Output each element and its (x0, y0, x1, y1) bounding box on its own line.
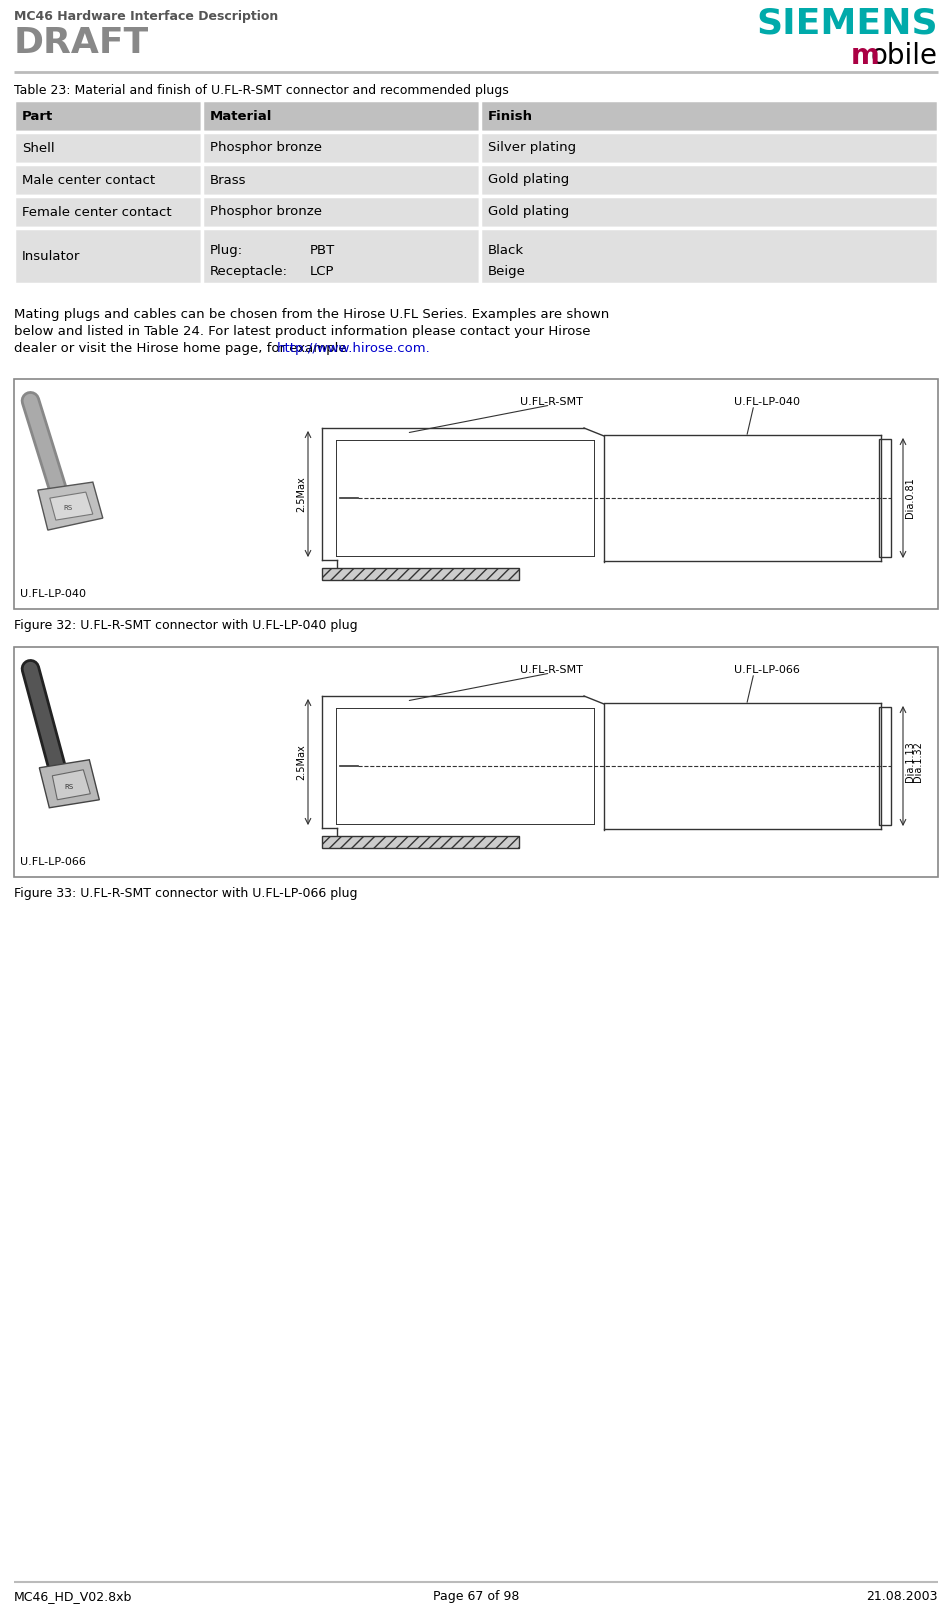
Text: Gold plating: Gold plating (488, 173, 569, 186)
Text: LCP: LCP (310, 265, 334, 278)
Text: PBT: PBT (310, 244, 335, 257)
Text: U.FL-LP-066: U.FL-LP-066 (734, 666, 800, 675)
Text: Figure 32: U.FL-R-SMT connector with U.FL-LP-040 plug: Figure 32: U.FL-R-SMT connector with U.F… (14, 619, 358, 632)
Bar (202, 228, 480, 284)
Text: Black: Black (488, 244, 525, 257)
Text: RS: RS (63, 506, 72, 511)
Polygon shape (52, 769, 90, 800)
Bar (202, 196, 480, 228)
Bar (202, 133, 480, 163)
Text: Brass: Brass (210, 173, 247, 186)
Text: Female center contact: Female center contact (22, 205, 171, 218)
Text: U.FL-R-SMT: U.FL-R-SMT (521, 398, 584, 407)
Text: Plug:: Plug: (210, 244, 243, 257)
Text: U.FL-LP-040: U.FL-LP-040 (20, 588, 86, 600)
Polygon shape (39, 760, 99, 808)
Text: DRAFT: DRAFT (14, 26, 149, 60)
Text: Dia.1.32: Dia.1.32 (913, 742, 923, 782)
Text: U.FL-LP-040: U.FL-LP-040 (734, 398, 800, 407)
Text: RS: RS (65, 784, 74, 790)
Text: Gold plating: Gold plating (488, 205, 569, 218)
Text: http://www.hirose.com.: http://www.hirose.com. (276, 343, 430, 356)
Text: 2.5Max: 2.5Max (296, 743, 306, 781)
Bar (14, 133, 202, 163)
Text: 21.08.2003: 21.08.2003 (866, 1590, 938, 1603)
Bar (480, 133, 938, 163)
Text: Finish: Finish (488, 110, 533, 123)
Bar (202, 163, 480, 196)
Text: Table 23: Material and finish of U.FL-R-SMT connector and recommended plugs: Table 23: Material and finish of U.FL-R-… (14, 84, 508, 97)
Text: Material: Material (210, 110, 272, 123)
Bar (480, 228, 938, 284)
Bar (14, 163, 202, 196)
Text: Insulator: Insulator (22, 249, 80, 262)
Bar (480, 100, 938, 133)
Bar (879, 440, 891, 558)
Bar (879, 708, 891, 826)
Text: dealer or visit the Hirose home page, for example: dealer or visit the Hirose home page, fo… (14, 343, 351, 356)
Bar (14, 196, 202, 228)
Text: Phosphor bronze: Phosphor bronze (210, 205, 322, 218)
Polygon shape (50, 493, 92, 520)
Text: MC46_HD_V02.8xb: MC46_HD_V02.8xb (14, 1590, 132, 1603)
Text: Page 67 of 98: Page 67 of 98 (433, 1590, 519, 1603)
Bar (480, 196, 938, 228)
Bar (14, 380, 938, 609)
Text: SIEMENS: SIEMENS (757, 6, 938, 40)
Text: Receptacle:: Receptacle: (210, 265, 288, 278)
Text: U.FL-R-SMT: U.FL-R-SMT (521, 666, 584, 675)
Text: Silver plating: Silver plating (488, 142, 576, 155)
Text: Mating plugs and cables can be chosen from the Hirose U.FL Series. Examples are : Mating plugs and cables can be chosen fr… (14, 309, 609, 322)
Text: MC46 Hardware Interface Description: MC46 Hardware Interface Description (14, 10, 278, 23)
Text: Male center contact: Male center contact (22, 173, 155, 186)
Polygon shape (38, 482, 103, 530)
Bar (322, 835, 519, 848)
Text: 2.5Max: 2.5Max (296, 477, 306, 512)
Text: obile: obile (871, 42, 938, 69)
Bar (14, 100, 202, 133)
Text: Dia.1.13: Dia.1.13 (905, 742, 915, 782)
Text: m: m (851, 42, 880, 69)
Bar (480, 163, 938, 196)
Bar (14, 646, 938, 877)
Text: Figure 33: U.FL-R-SMT connector with U.FL-LP-066 plug: Figure 33: U.FL-R-SMT connector with U.F… (14, 887, 358, 900)
Text: below and listed in Table 24. For latest product information please contact your: below and listed in Table 24. For latest… (14, 325, 590, 338)
Text: Beige: Beige (488, 265, 526, 278)
Bar (202, 100, 480, 133)
Bar (14, 228, 202, 284)
Bar (322, 567, 519, 580)
Text: Part: Part (22, 110, 53, 123)
Text: U.FL-LP-066: U.FL-LP-066 (20, 856, 86, 868)
Text: Dia.0.81: Dia.0.81 (905, 478, 915, 519)
Text: Phosphor bronze: Phosphor bronze (210, 142, 322, 155)
Text: Shell: Shell (22, 142, 54, 155)
